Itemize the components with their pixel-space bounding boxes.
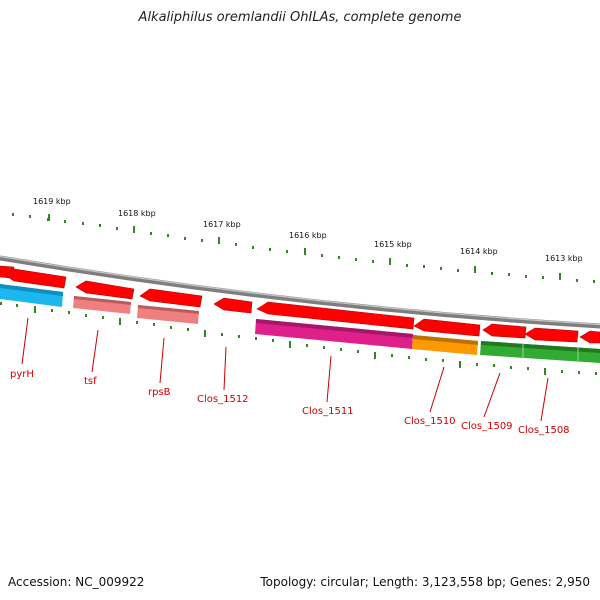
category-track bbox=[0, 284, 600, 363]
major-tick-row bbox=[48, 214, 561, 280]
genome-backbone bbox=[0, 255, 600, 329]
genome-stats-text: Topology: circular; Length: 3,123,558 bp… bbox=[260, 575, 590, 589]
genome-backbone-highlight bbox=[0, 255, 600, 326]
outer-scale: 1619 kbp 1618 kbp 1617 kbp 1616 kbp 1615… bbox=[12, 197, 595, 283]
kbp-label-1618: 1618 kbp bbox=[118, 209, 156, 218]
gene-label-tsf[interactable]: tsf bbox=[84, 376, 97, 387]
cds-arrow[interactable] bbox=[524, 327, 579, 343]
band-Clos_1509-shade bbox=[481, 341, 600, 353]
gene-label-Clos_1509[interactable]: Clos_1509 bbox=[461, 421, 513, 432]
cds-arrow[interactable] bbox=[413, 318, 481, 337]
map-title: Alkaliphilus oremlandii OhILAs, complete… bbox=[138, 10, 462, 25]
kbp-label-1613: 1613 kbp bbox=[545, 254, 583, 263]
kbp-label-1619: 1619 kbp bbox=[33, 197, 71, 206]
kbp-label-1614: 1614 kbp bbox=[460, 247, 498, 256]
kbp-label-1617: 1617 kbp bbox=[203, 220, 241, 229]
gene-labels: pyrH tsf rpsB Clos_1512 Clos_1511 Clos_1… bbox=[10, 369, 570, 436]
band-rpsB-shade bbox=[138, 305, 199, 314]
gene-label-Clos_1512[interactable]: Clos_1512 bbox=[197, 394, 249, 405]
gene-label-Clos_1510[interactable]: Clos_1510 bbox=[404, 416, 456, 427]
cds-arrow[interactable] bbox=[75, 280, 135, 300]
cds-arrow[interactable] bbox=[139, 288, 203, 308]
band-Clos_1511-shade bbox=[256, 319, 413, 338]
band-tsf-shade bbox=[74, 296, 131, 305]
cds-track bbox=[0, 265, 600, 344]
accession-text: Accession: NC_009922 bbox=[8, 575, 145, 589]
inner-scale bbox=[0, 302, 597, 375]
gene-label-Clos_1511[interactable]: Clos_1511 bbox=[302, 406, 354, 417]
band-pyrH-shade bbox=[0, 284, 63, 296]
band-Clos_1510-shade bbox=[413, 335, 478, 345]
cds-arrow[interactable] bbox=[4, 268, 67, 289]
cds-arrow[interactable] bbox=[482, 323, 527, 339]
gene-label-rpsB[interactable]: rpsB bbox=[148, 387, 171, 398]
gene-leaders bbox=[21, 317, 549, 422]
kbp-labels: 1619 kbp 1618 kbp 1617 kbp 1616 kbp 1615… bbox=[33, 197, 583, 263]
gene-label-pyrH[interactable]: pyrH bbox=[10, 369, 34, 380]
cds-arrow[interactable] bbox=[213, 297, 253, 314]
cds-arrow[interactable] bbox=[256, 301, 415, 330]
cds-arrow[interactable] bbox=[579, 330, 600, 344]
gene-label-Clos_1508[interactable]: Clos_1508 bbox=[518, 425, 570, 436]
kbp-label-1616: 1616 kbp bbox=[289, 231, 327, 240]
kbp-label-1615: 1615 kbp bbox=[374, 240, 412, 249]
